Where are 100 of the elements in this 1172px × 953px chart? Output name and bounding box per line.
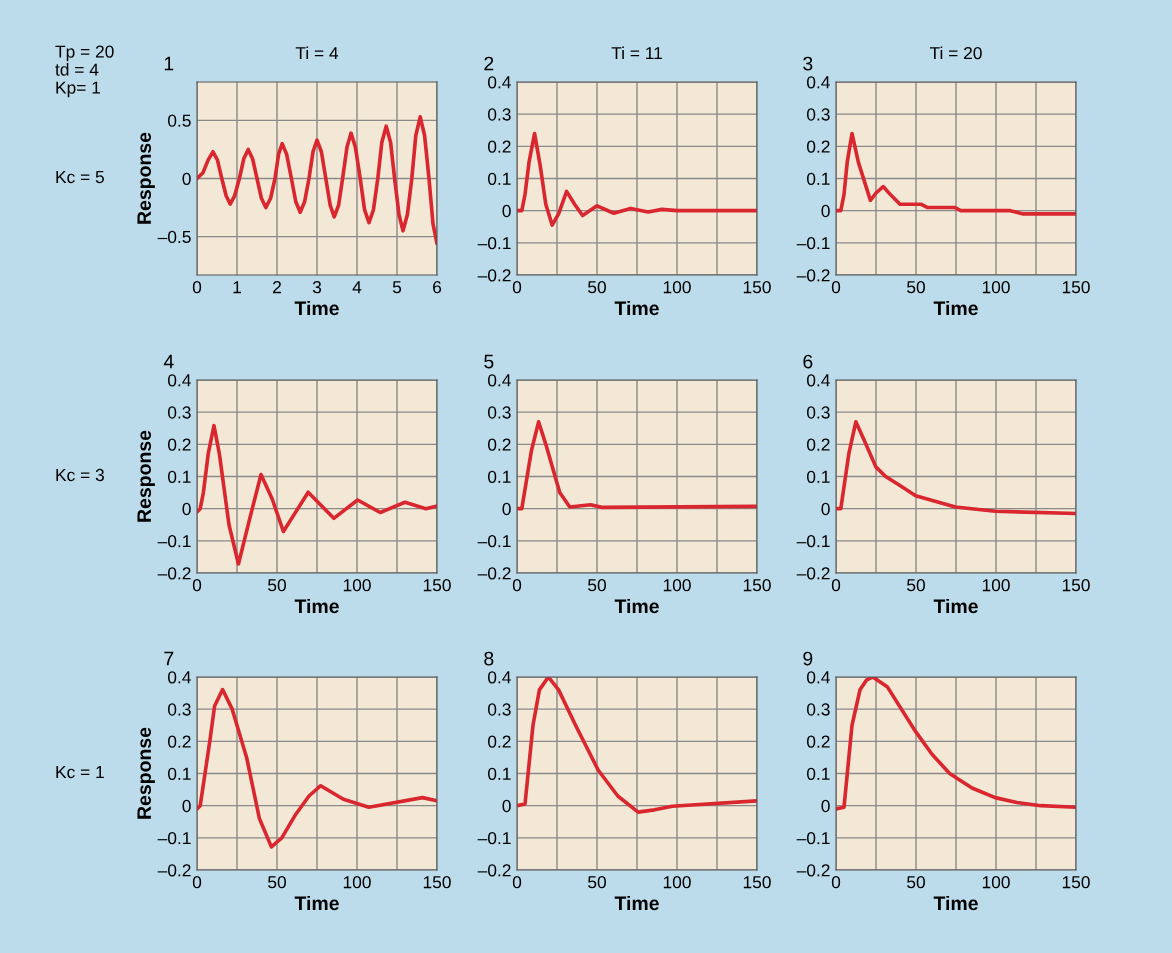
x-tick-label: 150 (1062, 876, 1090, 889)
x-tick-label: 150 (743, 281, 771, 294)
x-tick-label: 100 (343, 579, 371, 592)
chart-title: 4 (163, 354, 174, 369)
x-tick-label: 100 (663, 579, 691, 592)
x-tick-label: 1 (233, 281, 241, 294)
y-tick-label: 0.4 (487, 671, 511, 684)
y-tick-label: 0.4 (806, 671, 830, 684)
y-tick-label: –0.1 (796, 535, 830, 548)
x-axis-title: Time (294, 300, 339, 316)
chart-subtitle: Ti = 4 (295, 46, 339, 60)
y-tick-label: –0.2 (157, 567, 191, 580)
line-series (517, 420, 757, 511)
y-tick-label: 0.3 (806, 406, 830, 419)
y-tick-label: 0.4 (806, 374, 830, 387)
x-tick-label: 100 (982, 876, 1010, 889)
chart-title: 7 (164, 651, 174, 666)
x-tick-label: 100 (982, 579, 1010, 592)
x-tick-label: 0 (831, 876, 841, 889)
y-tick-label: 0.1 (806, 470, 830, 483)
y-tick-label: –0.1 (157, 832, 191, 845)
y-tick-label: 0.2 (806, 140, 830, 153)
y-tick-label: 0 (182, 502, 191, 516)
x-axis-title: Time (614, 598, 659, 614)
y-tick-label: 0.1 (167, 767, 191, 780)
x-tick-label: 100 (663, 876, 691, 889)
y-tick-label: –0.2 (796, 567, 830, 580)
y-tick-label: –0.1 (477, 832, 511, 845)
text: Kc = 5 (56, 171, 104, 184)
x-tick-label: 50 (907, 876, 925, 889)
x-tick-label: 3 (312, 281, 322, 294)
y-tick-label: 0 (502, 502, 511, 516)
chart-title: 5 (484, 354, 494, 369)
y-tick-label: 0.4 (487, 76, 511, 89)
y-axis-title: Response (137, 430, 155, 522)
x-tick-label: 50 (588, 579, 606, 592)
y-tick-label: –0.1 (796, 237, 830, 250)
y-tick-label: –0.1 (796, 832, 830, 845)
x-tick-label: 0 (831, 579, 841, 592)
line-series (197, 423, 437, 566)
x-tick-label: 100 (343, 876, 371, 889)
y-axis-title: Response (137, 132, 155, 224)
x-tick-label: 100 (663, 281, 691, 294)
x-tick-label: 150 (1062, 579, 1090, 592)
chart-title: 2 (484, 56, 494, 71)
y-tick-label: 0.3 (806, 108, 830, 121)
x-tick-label: 50 (268, 579, 286, 592)
y-tick-label: 0 (821, 502, 830, 516)
chart-subtitle: Ti = 20 (929, 46, 982, 60)
y-tick-label: 0.4 (167, 671, 191, 684)
x-tick-label: 0 (512, 281, 522, 294)
y-tick-label: 0.2 (487, 140, 511, 153)
line-series (197, 115, 437, 246)
x-tick-label: 150 (423, 876, 451, 889)
x-tick-label: 50 (588, 876, 606, 889)
line-series (836, 131, 1076, 216)
line-series (197, 687, 437, 849)
x-tick-label: 0 (512, 876, 522, 889)
text: Tp = 20 (55, 45, 114, 62)
x-tick-label: 50 (907, 281, 925, 294)
y-tick-label: 0.2 (806, 438, 830, 451)
chart-title: 9 (803, 651, 813, 666)
y-tick-label: 0 (502, 799, 511, 813)
text: td = 4 (55, 63, 99, 76)
x-tick-label: 50 (268, 876, 286, 889)
y-tick-label: 0.1 (806, 172, 830, 185)
y-tick-label: 0.1 (806, 767, 830, 780)
chart-title: 1 (164, 56, 174, 71)
x-tick-label: 150 (423, 579, 451, 592)
line-series (517, 131, 757, 227)
x-axis-title: Time (614, 895, 659, 911)
y-tick-label: 0.2 (487, 438, 511, 451)
x-tick-label: 0 (831, 281, 841, 294)
x-tick-label: 100 (982, 281, 1010, 294)
y-tick-label: 0.3 (487, 703, 511, 716)
y-tick-label: 0.3 (167, 703, 191, 716)
x-tick-label: 2 (273, 281, 281, 294)
y-tick-label: –0.1 (477, 237, 511, 250)
x-tick-label: 150 (1062, 281, 1090, 294)
y-tick-label: –0.2 (477, 269, 511, 282)
y-tick-label: 0.2 (167, 438, 191, 451)
y-tick-label: –0.2 (796, 269, 830, 282)
y-tick-label: 0 (821, 799, 830, 813)
x-axis-title: Time (294, 895, 339, 911)
y-tick-label: 0.3 (806, 703, 830, 716)
x-tick-label: 0 (192, 579, 202, 592)
x-tick-label: 5 (392, 281, 402, 294)
y-tick-label: 0.5 (167, 114, 191, 127)
text: Kc = 1 (56, 766, 104, 779)
text: Kc = 3 (56, 468, 104, 482)
y-tick-label: 0.2 (806, 735, 830, 748)
x-tick-label: 50 (907, 579, 925, 592)
y-tick-label: 0.1 (487, 172, 511, 185)
y-tick-label: 0.4 (487, 374, 511, 387)
y-tick-label: 0 (502, 204, 511, 218)
x-axis-title: Time (933, 895, 978, 911)
x-axis-title: Time (933, 300, 978, 316)
y-tick-label: 0.2 (487, 735, 511, 748)
x-tick-label: 6 (433, 281, 442, 294)
chart-title: 6 (803, 354, 813, 369)
